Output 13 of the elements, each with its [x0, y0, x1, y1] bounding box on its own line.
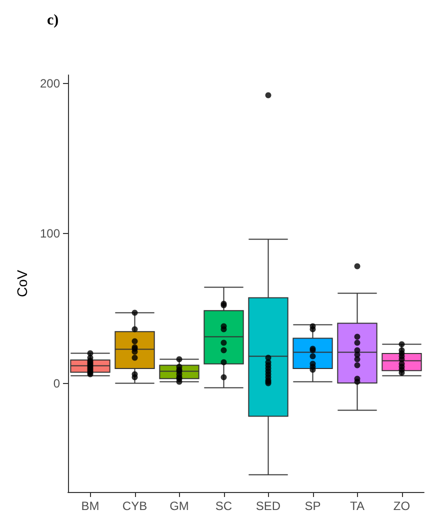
x-tick-label: TA [350, 499, 364, 513]
y-tick-label: 100 [40, 226, 60, 240]
x-tick-label: ZO [393, 499, 410, 513]
y-tick-label: 200 [40, 76, 60, 90]
chart-title: c) [47, 12, 59, 28]
x-tick-label: BM [81, 499, 100, 513]
x-tick-label: GM [170, 499, 189, 513]
x-tick-label: CYB [122, 499, 148, 513]
y-axis-title: CoV [14, 269, 30, 298]
x-tick-label: SP [304, 499, 321, 513]
y-tick-label: 0 [53, 376, 60, 390]
x-tick-label: SC [215, 499, 232, 513]
x-tick-label: SED [256, 499, 281, 513]
